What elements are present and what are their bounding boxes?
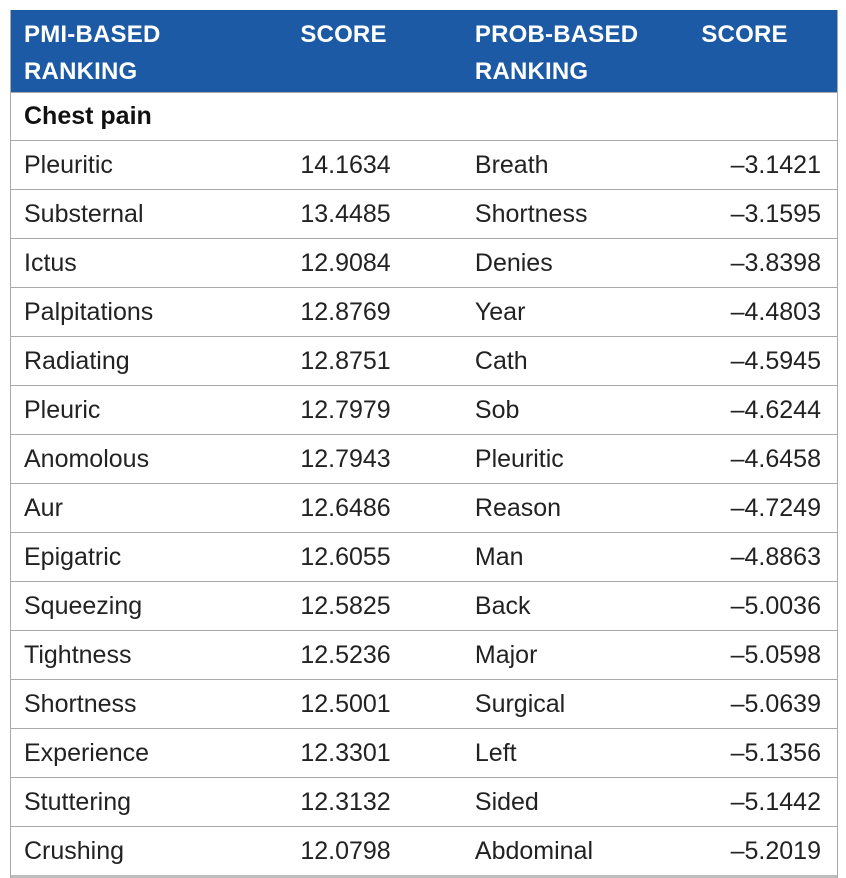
prob-score-cell: –3.1421 <box>730 151 821 179</box>
pmi-term-cell: Stuttering <box>24 788 132 816</box>
prob-term-cell: Shortness <box>474 200 588 228</box>
table-body: Pleuritic 14.1634 Breath –3.1421 Substernal 1… <box>11 141 837 878</box>
pmi-score-cell: 14.1634 <box>300 151 391 179</box>
header-pmi-ranking-line2: RANKING <box>24 58 138 85</box>
table-row: Squeezing 12.5825 Back –5.0036 <box>11 582 837 631</box>
pmi-score-cell: 12.5825 <box>300 592 391 620</box>
prob-term-cell: Sob <box>474 396 520 424</box>
table-row: Anomolous 12.7943 Pleuritic –4.6458 <box>11 435 837 484</box>
header-pmi-score-label: SCORE <box>300 21 387 48</box>
header-pmi-ranking: PMI-BASED RANKING <box>11 10 287 92</box>
table-row: Stuttering 12.3132 Sided –5.1442 <box>11 778 837 827</box>
pmi-score-cell: 12.3132 <box>300 788 391 816</box>
pmi-score-cell: 12.8769 <box>300 298 391 326</box>
pmi-score-cell: 12.6055 <box>300 543 391 571</box>
section-heading: Chest pain <box>11 93 837 141</box>
table-row: Tightness 12.5236 Major –5.0598 <box>11 631 837 680</box>
prob-term-cell: Surgical <box>474 690 566 718</box>
pmi-term-cell: Pleuric <box>24 396 101 424</box>
table-row: Epigatric 12.6055 Man –4.8863 <box>11 533 837 582</box>
prob-score-cell: –3.1595 <box>730 200 821 228</box>
prob-term-cell: Cath <box>474 347 528 375</box>
header-prob-score: SCORE <box>691 10 837 92</box>
prob-term-cell: Man <box>474 543 524 571</box>
prob-score-cell: –5.0598 <box>730 641 821 669</box>
table-row: Palpitations 12.8769 Year –4.4803 <box>11 288 837 337</box>
header-prob-ranking-line1: PROB-BASED <box>474 21 639 48</box>
prob-term-cell: Sided <box>474 788 539 816</box>
pmi-term-cell: Experience <box>24 739 150 767</box>
table-row: Experience 12.3301 Left –5.1356 <box>11 729 837 778</box>
pmi-score-cell: 12.0798 <box>300 837 391 865</box>
pmi-term-cell: Shortness <box>24 690 137 718</box>
header-prob-ranking-line2: RANKING <box>474 58 589 85</box>
table-row: Crushing 12.0798 Abdominal –5.2019 <box>11 827 837 878</box>
table-row: Aur 12.6486 Reason –4.7249 <box>11 484 837 533</box>
prob-term-cell: Pleuritic <box>474 445 564 473</box>
prob-term-cell: Breath <box>474 151 549 179</box>
prob-term-cell: Abdominal <box>474 837 594 865</box>
header-pmi-ranking-line1: PMI-BASED <box>24 21 161 48</box>
table-row: Ictus 12.9084 Denies –3.8398 <box>11 239 837 288</box>
pmi-term-cell: Aur <box>24 494 63 522</box>
pmi-score-cell: 12.8751 <box>300 347 391 375</box>
pmi-term-cell: Anomolous <box>24 445 150 473</box>
pmi-score-cell: 12.5001 <box>300 690 391 718</box>
table-row: Radiating 12.8751 Cath –4.5945 <box>11 337 837 386</box>
pmi-term-cell: Pleuritic <box>24 151 113 179</box>
table-row: Pleuric 12.7979 Sob –4.6244 <box>11 386 837 435</box>
prob-term-cell: Year <box>474 298 526 326</box>
pmi-term-cell: Ictus <box>24 249 77 277</box>
pmi-score-cell: 13.4485 <box>300 200 391 228</box>
header-prob-ranking: PROB-BASED RANKING <box>462 10 691 92</box>
prob-score-cell: –5.0036 <box>730 592 821 620</box>
prob-term-cell: Reason <box>474 494 562 522</box>
header-pmi-score: SCORE <box>287 10 462 92</box>
pmi-term-cell: Palpitations <box>24 298 154 326</box>
pmi-score-cell: 12.6486 <box>300 494 391 522</box>
prob-term-cell: Left <box>474 739 517 767</box>
table-row: Pleuritic 14.1634 Breath –3.1421 <box>11 141 837 190</box>
prob-score-cell: –5.2019 <box>730 837 821 865</box>
table-row: Shortness 12.5001 Surgical –5.0639 <box>11 680 837 729</box>
pmi-score-cell: 12.5236 <box>300 641 391 669</box>
pmi-score-cell: 12.9084 <box>300 249 391 277</box>
header-prob-score-label: SCORE <box>701 21 788 48</box>
pmi-term-cell: Radiating <box>24 347 130 375</box>
prob-score-cell: –3.8398 <box>730 249 821 277</box>
prob-score-cell: –4.7249 <box>730 494 821 522</box>
prob-score-cell: –4.4803 <box>730 298 821 326</box>
pmi-score-cell: 12.7943 <box>300 445 391 473</box>
prob-score-cell: –5.1356 <box>730 739 821 767</box>
pmi-term-cell: Tightness <box>24 641 132 669</box>
prob-term-cell: Back <box>474 592 531 620</box>
prob-score-cell: –5.0639 <box>730 690 821 718</box>
prob-score-cell: –4.6244 <box>730 396 821 424</box>
prob-score-cell: –4.6458 <box>730 445 821 473</box>
table-row: Substernal 13.4485 Shortness –3.1595 <box>11 190 837 239</box>
pmi-term-cell: Epigatric <box>24 543 122 571</box>
prob-score-cell: –5.1442 <box>730 788 821 816</box>
ranking-table: PMI-BASED RANKING SCORE PROB-BASED RANKI… <box>10 10 838 878</box>
prob-term-cell: Major <box>474 641 538 669</box>
pmi-score-cell: 12.3301 <box>300 739 391 767</box>
pmi-term-cell: Squeezing <box>24 592 143 620</box>
prob-term-cell: Denies <box>474 249 553 277</box>
pmi-term-cell: Crushing <box>24 837 125 865</box>
pmi-term-cell: Substernal <box>24 200 144 228</box>
pmi-score-cell: 12.7979 <box>300 396 391 424</box>
prob-score-cell: –4.8863 <box>730 543 821 571</box>
prob-score-cell: –4.5945 <box>730 347 821 375</box>
table-header: PMI-BASED RANKING SCORE PROB-BASED RANKI… <box>11 10 837 93</box>
